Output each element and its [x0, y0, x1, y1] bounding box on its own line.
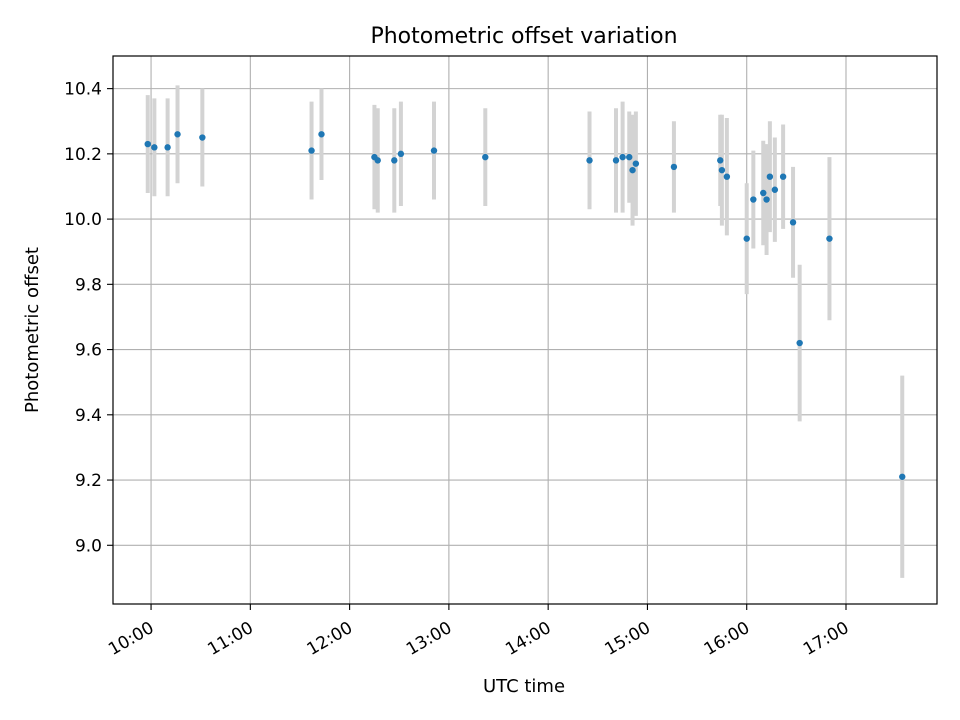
data-point	[374, 157, 381, 164]
data-point	[199, 134, 206, 141]
x-tick-label: 14:00	[502, 618, 554, 660]
data-point	[144, 140, 151, 148]
x-tick-label: 16:00	[701, 618, 753, 660]
data-point	[629, 166, 636, 174]
data-point	[164, 144, 171, 151]
plot-frame	[112, 55, 938, 605]
y-tick-label: 10.4	[64, 80, 102, 100]
y-axis-label: Photometric offset	[22, 247, 43, 413]
y-tick-label: 9.2	[75, 471, 102, 491]
y-tick-label: 9.8	[75, 275, 102, 295]
data-point	[174, 131, 181, 138]
data-point	[391, 157, 398, 164]
data-point	[397, 150, 405, 158]
x-tick-label: 15:00	[602, 618, 654, 660]
y-axis: 9.0 9.2 9.4 9.6 9.8 10.0 10.2 10.4	[64, 80, 113, 556]
data-points	[144, 131, 906, 480]
data-point	[626, 153, 633, 161]
x-axis-label: UTC time	[483, 676, 565, 697]
x-tick-label: 11:00	[204, 618, 256, 660]
x-tick-label: 12:00	[304, 618, 356, 660]
data-point	[586, 157, 593, 164]
data-point	[632, 160, 640, 167]
data-point	[826, 235, 833, 242]
data-point	[430, 147, 438, 154]
data-point	[760, 189, 767, 197]
data-point	[612, 157, 620, 164]
x-tick-label: 17:00	[800, 618, 852, 660]
x-tick-label: 10:00	[105, 618, 157, 660]
data-point	[308, 147, 315, 154]
data-point	[766, 173, 774, 180]
errorbars	[145, 85, 905, 578]
y-tick-label: 9.0	[75, 536, 102, 556]
data-point	[151, 144, 158, 151]
data-point	[717, 157, 724, 164]
grid	[113, 56, 937, 604]
data-point	[750, 196, 757, 203]
data-point	[619, 153, 626, 161]
chart-title: Photometric offset variation	[370, 24, 677, 49]
y-tick-label: 9.4	[75, 406, 102, 426]
x-tick-label: 13:00	[403, 618, 455, 660]
data-point	[789, 219, 797, 226]
data-point	[763, 196, 770, 203]
data-point	[723, 173, 731, 180]
data-point	[899, 473, 906, 480]
data-point	[796, 339, 803, 347]
data-point	[771, 186, 779, 193]
data-point	[670, 163, 678, 171]
data-point	[718, 166, 726, 174]
data-point	[779, 173, 787, 180]
data-point	[318, 131, 325, 138]
x-axis: 10:00 11:00 12:00 13:00 14:00 15:00 16:00 17:00	[105, 604, 852, 660]
data-point	[482, 153, 489, 161]
data-point	[743, 235, 750, 242]
y-tick-label: 10.0	[64, 210, 102, 230]
y-tick-label: 10.2	[64, 145, 102, 165]
y-tick-label: 9.6	[75, 341, 102, 361]
